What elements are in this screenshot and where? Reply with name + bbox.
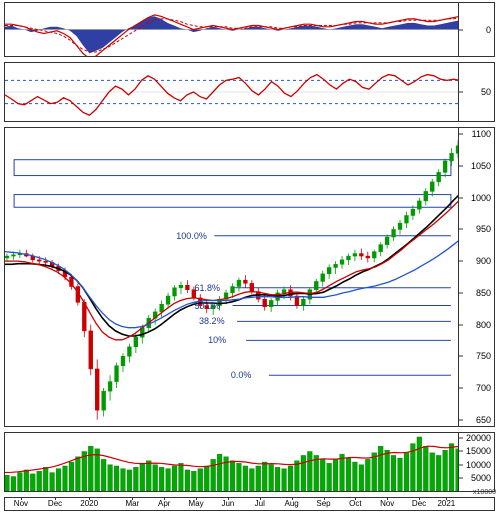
y-axis-label: 0 (486, 25, 491, 35)
fib-label: 61.8% (195, 283, 221, 293)
x-axis-label: Jun (221, 499, 234, 508)
y-axis-label: 950 (476, 224, 491, 234)
x-axis: Nov Dec 2020 Mar Apr May Jun Jul Aug Sep Oct Nov Dec… (4, 497, 495, 511)
rsi-chart-area (5, 63, 460, 121)
y-axis-label: 1100 (472, 129, 491, 139)
fib-label: 0.0% (231, 370, 252, 380)
y-axis-label: 1050 (471, 161, 491, 171)
x-axis-label: Nov (14, 499, 28, 508)
x-axis-label: Sep (316, 499, 330, 508)
volume-chart-area (5, 433, 460, 491)
y-axis-label: 650 (476, 415, 491, 425)
y-axis-label: 900 (476, 256, 491, 266)
fib-label: 100.0% (176, 231, 207, 241)
fib-label: 10% (208, 335, 226, 345)
x-axis-label: Aug (285, 499, 299, 508)
x-axis-label: Dec (412, 499, 426, 508)
price-panel: 0.0% 10% 38.2% 50.0% 61.8% 100.0% 650 700 750 80… (4, 127, 495, 427)
price-chart-area: 0.0% 10% 38.2% 50.0% 61.8% 100.0% (5, 128, 460, 426)
y-axis-label: 5000 (471, 473, 491, 483)
rsi-panel: 50 (4, 62, 495, 122)
y-axis-label: 750 (476, 351, 491, 361)
x-axis-label: Dec (48, 499, 62, 508)
y-axis-label: 15000 (466, 446, 491, 456)
volume-panel: 5000 10000 15000 20000 (4, 432, 495, 492)
y-axis-label: 850 (476, 288, 491, 298)
volume-unit-label: x10000 (473, 489, 496, 496)
y-axis-label: 700 (476, 383, 491, 393)
x-axis-label: Mar (126, 499, 140, 508)
y-axis-label: 10000 (466, 460, 491, 470)
y-axis-label: 20000 (466, 433, 491, 443)
x-axis-label: Oct (349, 499, 361, 508)
fib-label: 38.2% (199, 316, 225, 326)
fib-label: 50.0% (195, 301, 221, 311)
x-axis-label: 2021 (437, 499, 455, 508)
y-axis-label: 800 (476, 320, 491, 330)
y-axis-label: 50 (481, 87, 491, 97)
x-axis-label: Jul (255, 499, 265, 508)
x-axis-label: 2020 (80, 499, 98, 508)
macd-panel: 0 (4, 2, 495, 57)
price-y-axis: 650 700 750 800 850 900 950 1000 1050 1100 (458, 128, 494, 426)
macd-y-axis: 0 (458, 3, 494, 56)
x-axis-label: Nov (380, 499, 394, 508)
x-axis-label: Apr (158, 499, 170, 508)
rsi-y-axis: 50 (458, 63, 494, 121)
macd-chart-area (5, 3, 460, 56)
x-axis-label: May (189, 499, 204, 508)
y-axis-label: 1000 (471, 193, 491, 203)
volume-y-axis: 5000 10000 15000 20000 (458, 433, 494, 491)
